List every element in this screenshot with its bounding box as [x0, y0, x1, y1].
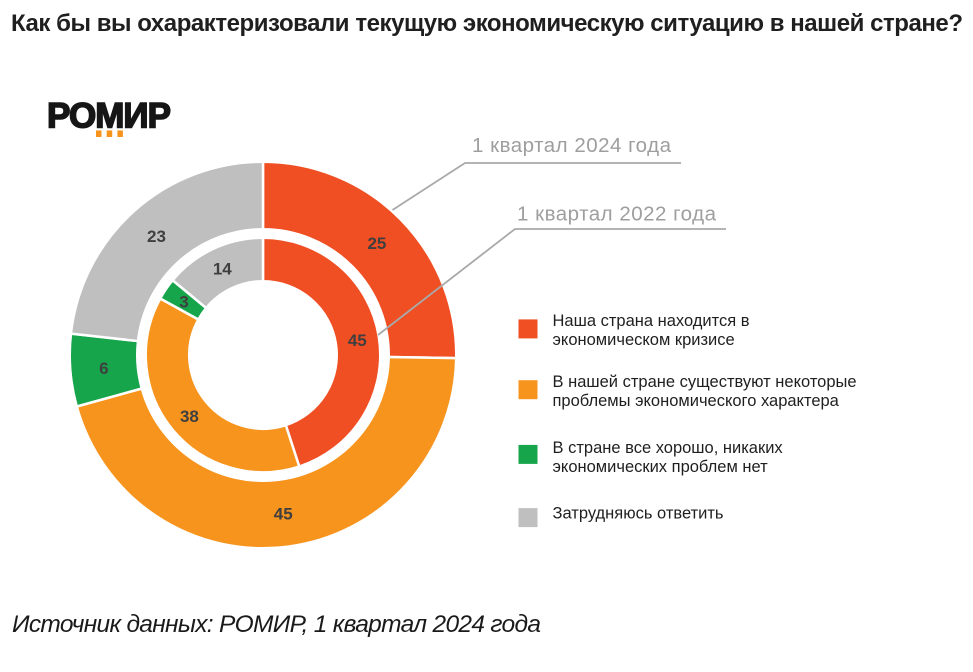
svg-text:45: 45 — [274, 505, 293, 524]
svg-text:25: 25 — [367, 234, 386, 253]
svg-text:3: 3 — [179, 292, 188, 311]
svg-text:РОМИР: РОМИР — [47, 97, 171, 136]
svg-text:Наша страна находится в: Наша страна находится в — [553, 312, 750, 330]
svg-text:Как бы вы охарактеризовали тек: Как бы вы охарактеризовали текущую эконо… — [11, 10, 963, 37]
svg-text:38: 38 — [180, 407, 199, 426]
svg-text:1 квартал 2022 года: 1 квартал 2022 года — [517, 203, 717, 226]
svg-text:23: 23 — [147, 227, 166, 246]
svg-text:6: 6 — [99, 359, 108, 378]
svg-text:Источник данных: РОМИР, 1 квар: Источник данных: РОМИР, 1 квартал 2024 г… — [12, 611, 541, 638]
svg-text:Затрудняюсь ответить: Затрудняюсь ответить — [553, 504, 724, 522]
svg-text:45: 45 — [348, 331, 367, 350]
svg-text:проблемы экономического характ: проблемы экономического характера — [553, 392, 840, 410]
svg-text:В стране все хорошо, никаких: В стране все хорошо, никаких — [553, 439, 784, 457]
svg-text:1 квартал 2024 года: 1 квартал 2024 года — [472, 134, 672, 157]
svg-text:экономических проблем нет: экономических проблем нет — [553, 458, 769, 476]
svg-text:экономическом кризисе: экономическом кризисе — [553, 331, 735, 349]
svg-text:14: 14 — [213, 260, 232, 279]
svg-text:В нашей стране существуют неко: В нашей стране существуют некоторые — [553, 373, 857, 391]
